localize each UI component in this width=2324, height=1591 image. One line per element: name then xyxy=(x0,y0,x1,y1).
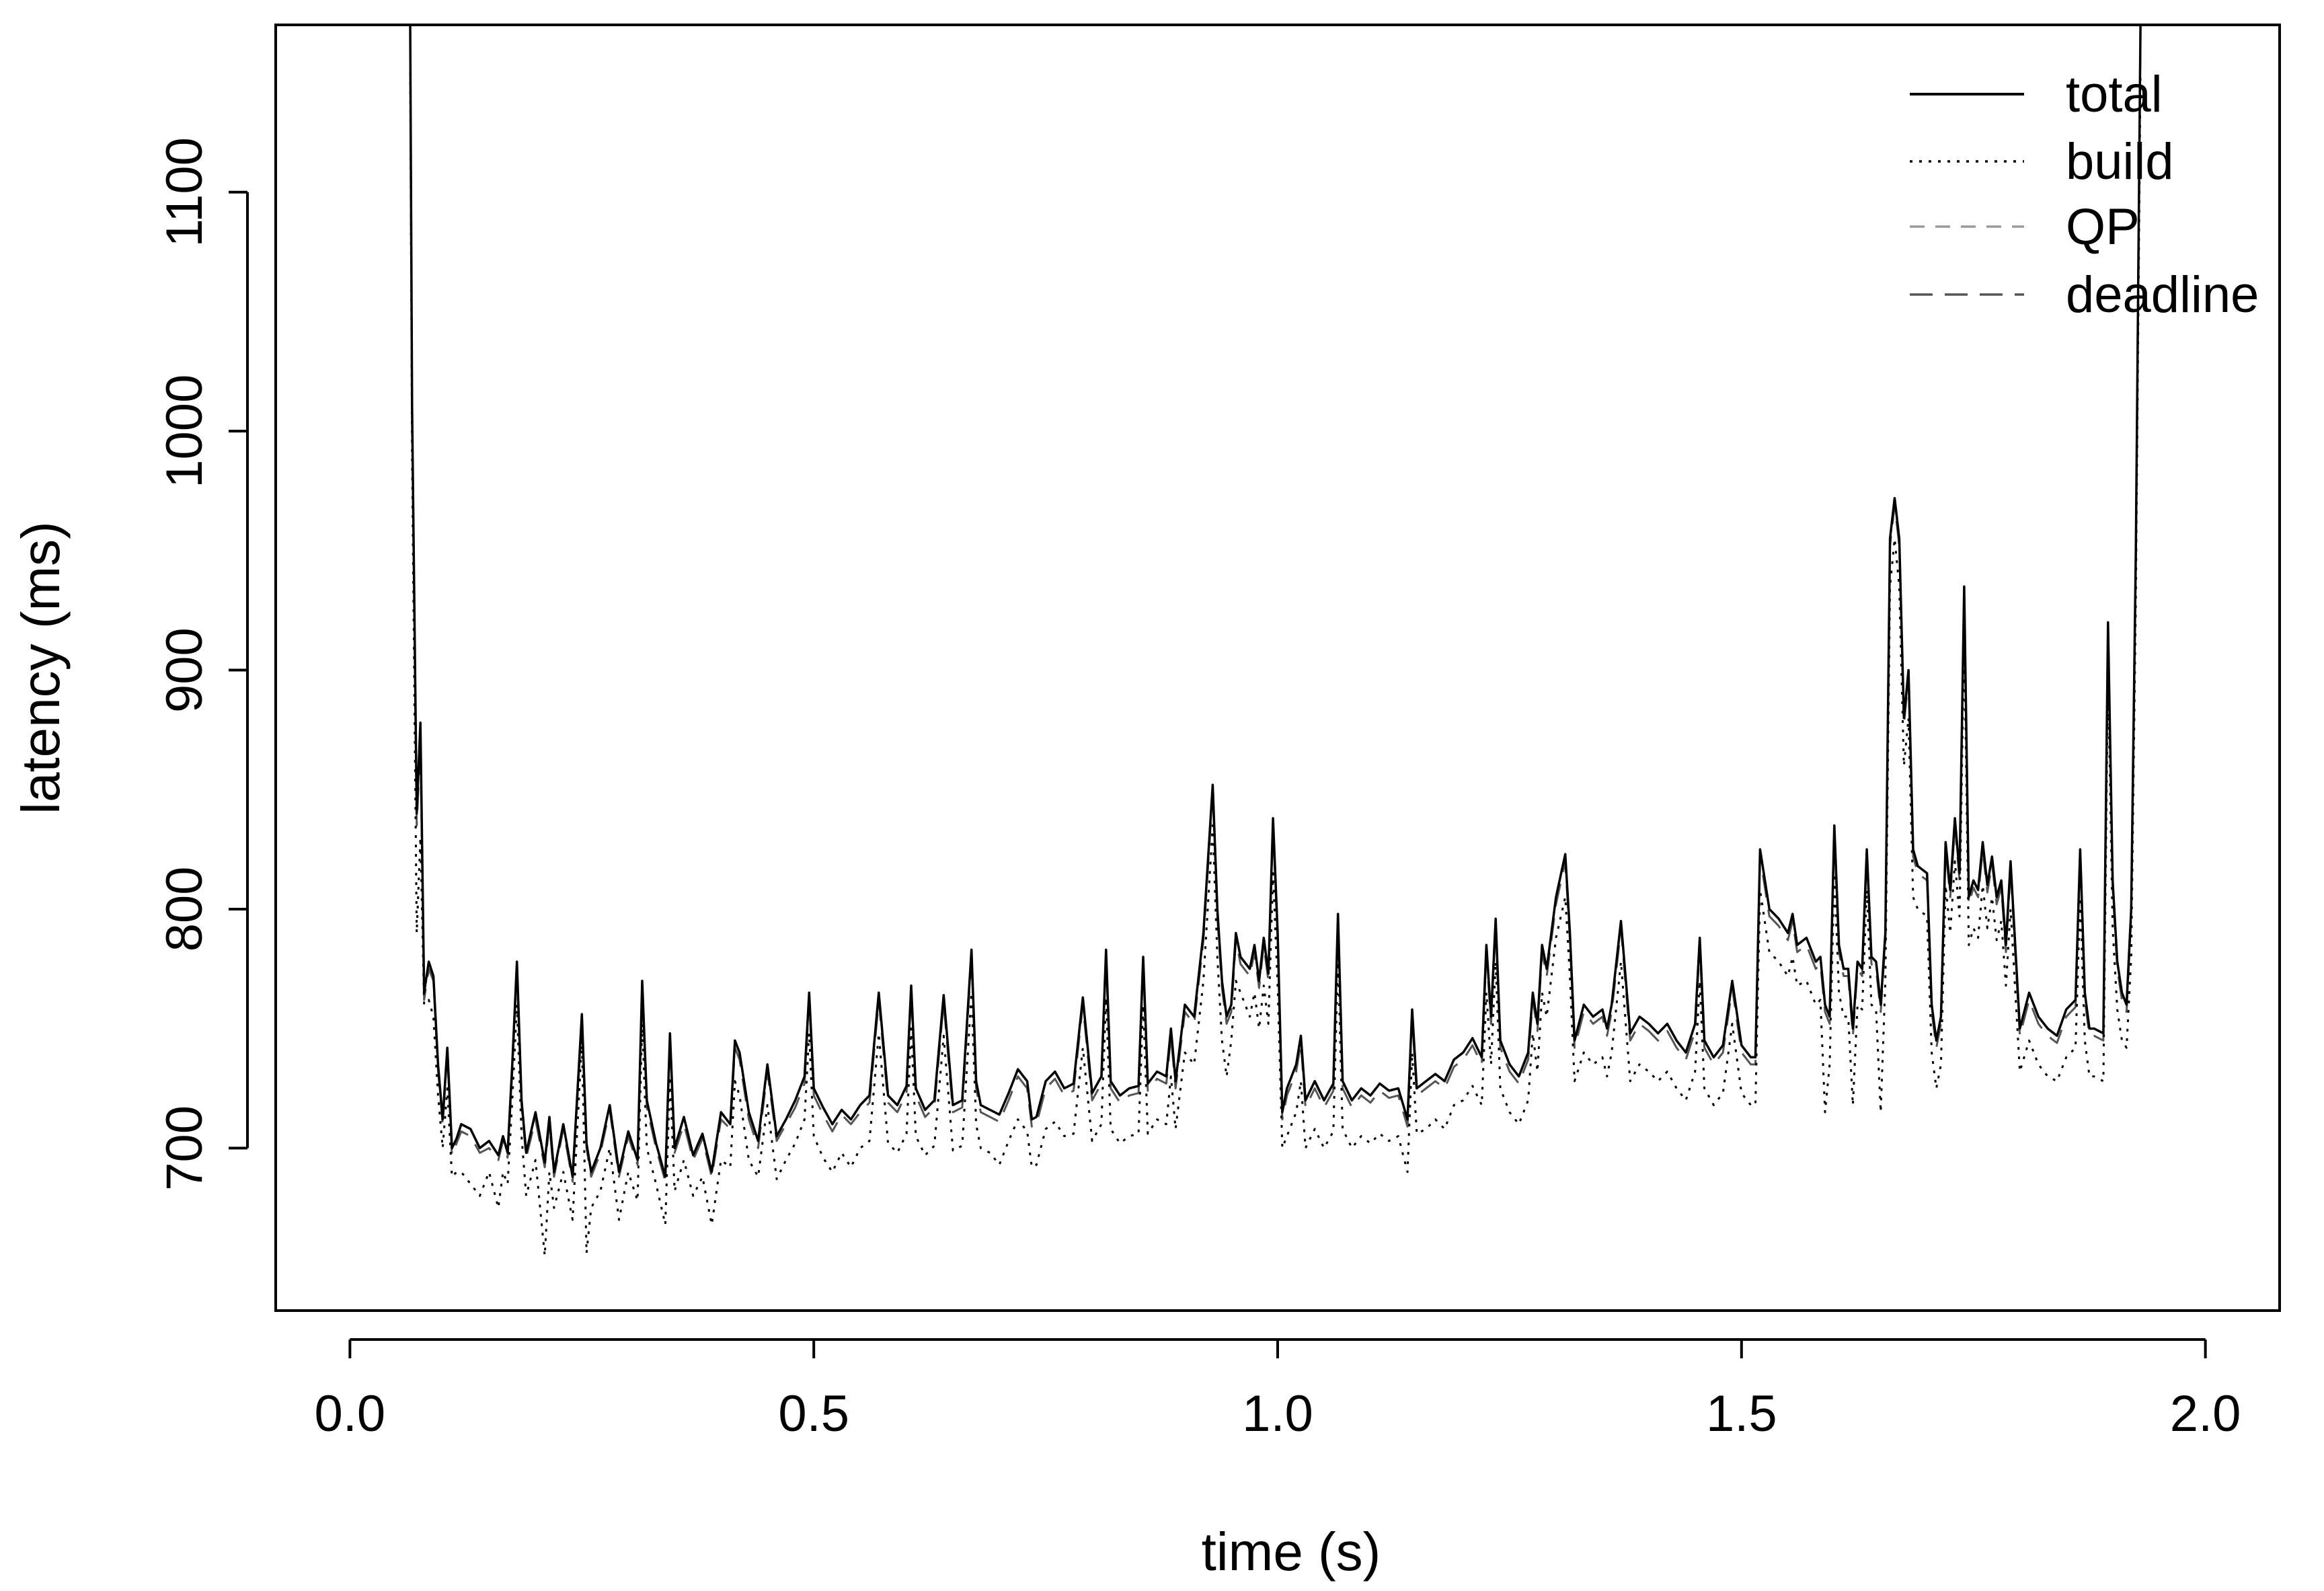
legend-label-total: total xyxy=(2066,66,2163,123)
x-axis: 0.0 0.5 1.0 1.5 2.0 xyxy=(315,1338,2241,1442)
series-line-total xyxy=(409,24,2142,1178)
y-tick-label: 900 xyxy=(156,627,213,713)
legend: total build QP deadline xyxy=(1910,66,2259,323)
series-line-build xyxy=(409,73,2142,1257)
plot-frame xyxy=(274,24,2281,1312)
y-axis-label: latency (ms) xyxy=(11,521,71,814)
x-tick-label: 0.0 xyxy=(315,1385,386,1442)
y-tick-label: 1100 xyxy=(156,137,213,247)
y-axis: 700 800 900 1000 1100 xyxy=(156,137,249,1191)
x-tick-label: 1.5 xyxy=(1706,1385,1777,1442)
x-axis-label: time (s) xyxy=(1202,1522,1381,1582)
x-tick-label: 1.0 xyxy=(1242,1385,1313,1442)
y-tick-label: 700 xyxy=(156,1105,213,1191)
legend-label-deadline: deadline xyxy=(2066,266,2259,323)
y-tick-label: 1000 xyxy=(156,375,213,488)
y-tick-label: 800 xyxy=(156,866,213,952)
x-tick-label: 2.0 xyxy=(2170,1385,2241,1442)
series-line-deadline xyxy=(409,36,2142,1183)
legend-label-qp: QP xyxy=(2066,198,2140,256)
legend-label-build: build xyxy=(2066,133,2174,190)
x-tick-label: 0.5 xyxy=(778,1385,849,1442)
